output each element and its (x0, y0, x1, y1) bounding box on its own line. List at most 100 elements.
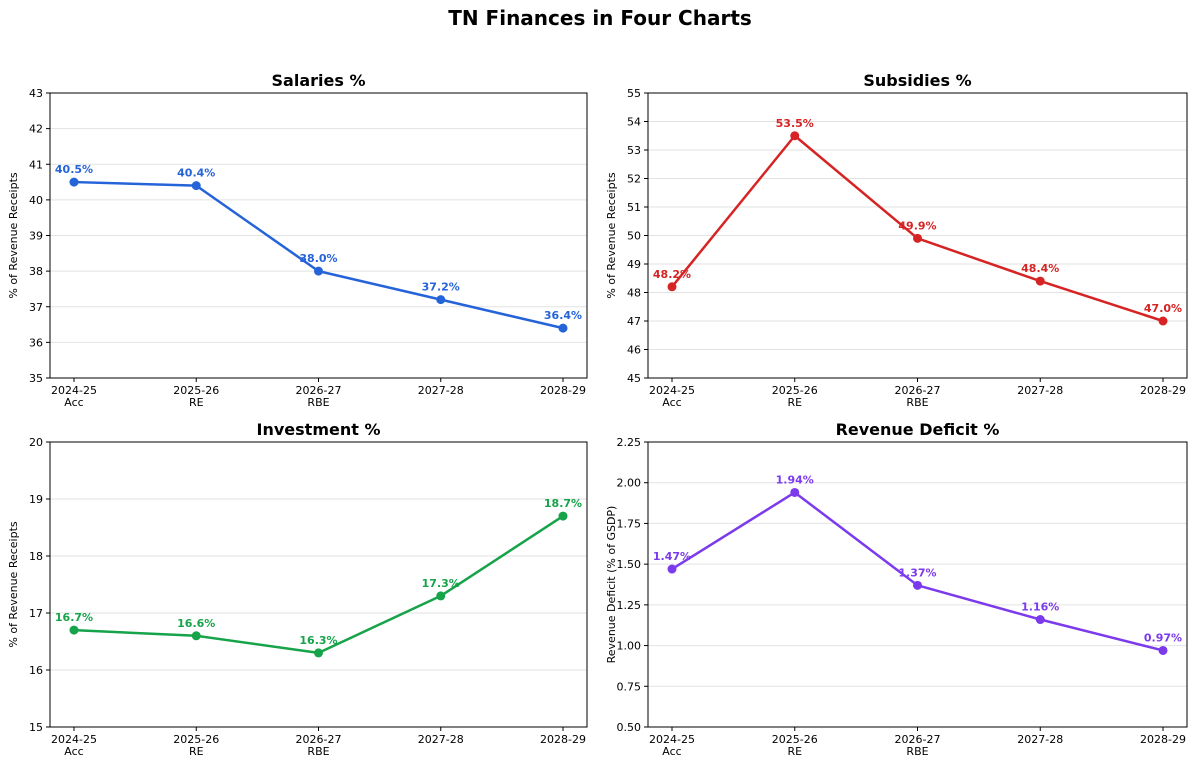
subsidies-data-point (913, 233, 922, 243)
investment-xtick-label: 2027-28 (418, 733, 464, 746)
subsidies-ytick-label: 53 (627, 144, 641, 157)
investment-data-label: 18.7% (544, 497, 582, 510)
investment-data-point (69, 625, 79, 635)
investment-xtick-label: 2025-26 RE (173, 733, 219, 758)
subsidies-data-point (1035, 276, 1045, 286)
revenue-deficit-data-label: 1.16% (1021, 601, 1059, 614)
salaries-title: Salaries % (272, 71, 366, 90)
subsidies-chart: 45 46 47 48 49 50 51 52 53 54 55 2024-25 Acc 2025-26 R… (605, 71, 1188, 409)
subsidies-data-label: 47.0% (1144, 302, 1182, 315)
salaries-data-point (436, 295, 446, 305)
investment-data-point (558, 511, 568, 521)
revenue-deficit-ytick-label: 2.25 (617, 436, 642, 449)
salaries-ytick-label: 39 (29, 230, 43, 243)
salaries-chart: 35 36 37 38 39 40 41 42 43 2024-25 Acc 2025-26 RE 202… (7, 71, 588, 409)
revenue-deficit-data-point (913, 580, 922, 590)
salaries-ytick-label: 38 (29, 265, 43, 278)
revenue-deficit-data-label: 1.47% (653, 550, 691, 563)
investment-ytick-label: 18 (29, 550, 43, 563)
subsidies-title: Subsidies % (863, 71, 971, 90)
subsidies-ytick-label: 52 (627, 173, 641, 186)
subsidies-xtick-label: 2026-27 RBE (895, 384, 941, 409)
investment-xtick-label: 2024-25 Acc (51, 733, 97, 758)
salaries-ytick-label: 43 (29, 87, 43, 100)
revenue-deficit-ylabel: Revenue Deficit (% of GSDP) (605, 506, 618, 664)
revenue-deficit-ytick-label: 1.75 (617, 517, 642, 530)
salaries-ytick-label: 40 (29, 194, 43, 207)
investment-data-label: 16.6% (177, 617, 215, 630)
investment-ytick-label: 16 (29, 664, 43, 677)
subsidies-ytick-label: 48 (627, 287, 641, 300)
salaries-data-label: 38.0% (299, 252, 337, 265)
revenue-deficit-ytick-label: 2.00 (617, 477, 642, 490)
investment-ytick-label: 15 (29, 721, 43, 734)
salaries-data-label: 36.4% (544, 309, 582, 322)
revenue-deficit-xtick-label: 2028-29 (1140, 733, 1186, 746)
subsidies-ytick-label: 54 (627, 116, 641, 129)
salaries-xtick-label: 2024-25 Acc (51, 384, 97, 409)
subsidies-ytick-label: 49 (627, 258, 641, 271)
investment-xtick-label: 2026-27 RBE (296, 733, 342, 758)
subsidies-xtick-label: 2027-28 (1017, 384, 1063, 397)
salaries-ytick-label: 41 (29, 158, 43, 171)
salaries-xtick-label: 2025-26 RE (173, 384, 219, 409)
salaries-data-label: 40.5% (55, 163, 93, 176)
salaries-data-point (191, 181, 201, 191)
revenue-deficit-ytick-label: 1.50 (617, 558, 642, 571)
investment-data-label: 17.3% (422, 577, 460, 590)
revenue-deficit-ytick-label: 1.25 (617, 599, 642, 612)
investment-chart: 15 16 17 18 19 20 2024-25 Acc 2025-26 RE 2026-27 RB… (7, 420, 588, 758)
salaries-ylabel: % of Revenue Receipts (7, 172, 20, 299)
salaries-data-label: 37.2% (422, 281, 460, 294)
subsidies-data-label: 49.9% (898, 219, 936, 232)
revenue-deficit-ytick-label: 0.75 (617, 680, 642, 693)
subsidies-data-label: 53.5% (776, 117, 814, 130)
investment-xtick-label: 2028-29 (540, 733, 586, 746)
subsidies-data-label: 48.2% (653, 268, 691, 281)
subsidies-data-label: 48.4% (1021, 262, 1059, 275)
investment-data-point (436, 591, 446, 601)
revenue-deficit-data-point (1035, 615, 1045, 625)
salaries-ytick-label: 37 (29, 301, 43, 314)
revenue-deficit-chart: 0.50 0.75 1.00 1.25 1.50 1.75 2.00 2.25 2024-25 A… (605, 420, 1188, 758)
investment-data-label: 16.3% (299, 634, 337, 647)
investment-ytick-label: 17 (29, 607, 43, 620)
revenue-deficit-data-label: 1.37% (898, 566, 936, 579)
revenue-deficit-xtick-label: 2026-27 RBE (895, 733, 941, 758)
subsidies-ylabel: % of Revenue Receipts (605, 172, 618, 299)
revenue-deficit-title: Revenue Deficit % (836, 420, 1000, 439)
revenue-deficit-data-point (667, 564, 677, 574)
subsidies-data-point (667, 282, 677, 292)
revenue-deficit-xtick-label: 2024-25 Acc (649, 733, 695, 758)
investment-series-line (73, 515, 564, 655)
revenue-deficit-ytick-label: 1.00 (617, 640, 642, 653)
subsidies-ytick-label: 47 (627, 315, 641, 328)
investment-ytick-label: 20 (29, 436, 43, 449)
subsidies-ytick-label: 50 (627, 230, 641, 243)
investment-ytick-label: 19 (29, 493, 43, 506)
revenue-deficit-xtick-label: 2027-28 (1017, 733, 1063, 746)
revenue-deficit-data-label: 0.97% (1144, 631, 1182, 644)
investment-data-label: 16.7% (55, 611, 93, 624)
salaries-ytick-label: 36 (29, 336, 43, 349)
salaries-data-point (314, 266, 323, 276)
subsidies-xtick-label: 2028-29 (1140, 384, 1186, 397)
investment-ylabel: % of Revenue Receipts (7, 521, 20, 648)
revenue-deficit-data-label: 1.94% (776, 473, 814, 486)
investment-data-point (314, 648, 323, 658)
salaries-ytick-label: 42 (29, 123, 43, 136)
subsidies-xtick-label: 2025-26 RE (772, 384, 818, 409)
salaries-xtick-label: 2027-28 (418, 384, 464, 397)
subsidies-ytick-label: 45 (627, 372, 641, 385)
revenue-deficit-data-point (790, 487, 800, 497)
subsidies-ytick-label: 46 (627, 344, 641, 357)
revenue-deficit-ytick-label: 0.50 (617, 721, 642, 734)
salaries-xtick-label: 2026-27 RBE (296, 384, 342, 409)
investment-plot-frame (49, 441, 588, 728)
subsidies-ytick-label: 55 (627, 87, 641, 100)
salaries-data-point (558, 323, 568, 333)
figure-title: TN Finances in Four Charts (448, 6, 752, 30)
investment-title: Investment % (257, 420, 381, 439)
subsidies-xtick-label: 2024-25 Acc (649, 384, 695, 409)
